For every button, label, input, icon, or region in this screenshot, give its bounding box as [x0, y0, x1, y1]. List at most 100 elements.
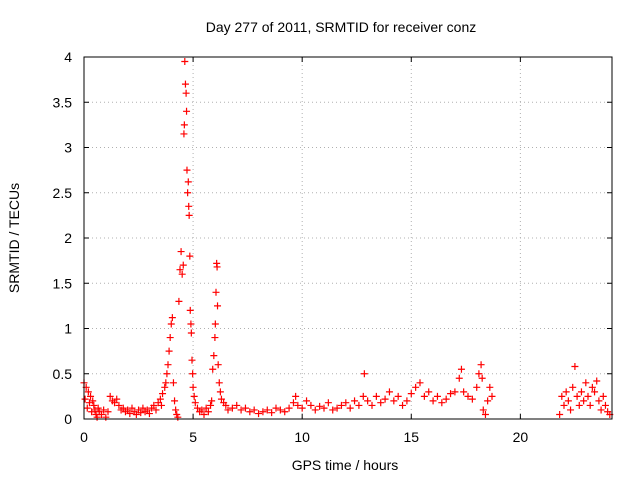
y-tick-label: 1	[64, 321, 72, 337]
data-point	[438, 399, 446, 407]
data-point	[464, 392, 472, 400]
data-point	[329, 406, 337, 414]
data-point	[214, 361, 222, 369]
data-point	[429, 397, 437, 405]
data-point	[351, 397, 359, 405]
data-series	[80, 58, 614, 421]
x-tick-label: 0	[80, 429, 88, 445]
data-point	[588, 383, 596, 391]
data-point	[172, 406, 180, 414]
data-point	[457, 365, 465, 373]
data-point	[87, 392, 95, 400]
data-point	[150, 401, 158, 409]
data-point	[210, 352, 218, 360]
data-point	[139, 404, 147, 412]
data-point	[289, 399, 297, 407]
data-point	[276, 406, 284, 414]
x-tick-label: 20	[513, 429, 529, 445]
data-point	[233, 401, 241, 409]
data-point	[183, 166, 191, 174]
data-point	[202, 404, 210, 412]
data-point	[212, 288, 220, 296]
data-point	[189, 370, 197, 378]
x-axis-label: GPS time / hours	[292, 457, 399, 473]
data-point	[215, 379, 223, 387]
data-point	[177, 248, 185, 256]
data-point	[83, 404, 91, 412]
data-point	[204, 408, 212, 416]
data-point	[115, 401, 123, 409]
data-point	[183, 107, 191, 115]
y-tick-label: 2.5	[53, 185, 73, 201]
data-point	[137, 409, 145, 417]
data-point	[186, 252, 194, 260]
y-tick-label: 2	[64, 230, 72, 246]
data-point	[161, 383, 169, 391]
data-point	[182, 89, 190, 97]
data-point	[174, 413, 182, 421]
data-point	[181, 80, 189, 88]
data-point	[359, 392, 367, 400]
data-point	[584, 392, 592, 400]
data-point	[486, 383, 494, 391]
data-point	[399, 401, 407, 409]
data-point	[90, 401, 98, 409]
data-point	[188, 356, 196, 364]
data-point	[268, 409, 276, 417]
data-point	[447, 390, 455, 398]
data-point	[372, 392, 380, 400]
y-tick-label: 4	[64, 49, 72, 65]
data-point	[89, 397, 97, 405]
data-point	[207, 401, 215, 409]
data-point	[156, 395, 164, 403]
data-point	[198, 406, 206, 414]
data-point	[263, 406, 271, 414]
data-point	[368, 401, 376, 409]
data-point	[113, 395, 121, 403]
data-point	[455, 374, 463, 382]
data-point	[346, 404, 354, 412]
data-point	[228, 404, 236, 412]
y-tick-label: 3.5	[53, 94, 73, 110]
data-point	[124, 406, 132, 414]
data-point	[171, 397, 179, 405]
data-point	[451, 388, 459, 396]
data-point	[224, 406, 232, 414]
data-point	[569, 383, 577, 391]
data-point	[169, 379, 177, 387]
data-point	[181, 58, 189, 66]
data-point	[342, 399, 350, 407]
data-point	[595, 397, 603, 405]
data-point	[165, 347, 173, 355]
data-point	[285, 404, 293, 412]
data-point	[167, 320, 175, 328]
data-point	[601, 401, 609, 409]
data-point	[425, 388, 433, 396]
grid-lines	[84, 57, 612, 419]
data-point	[473, 383, 481, 391]
data-point	[126, 410, 134, 418]
data-point	[477, 361, 485, 369]
data-point	[213, 263, 221, 271]
data-point	[216, 388, 224, 396]
data-point	[385, 388, 393, 396]
data-point	[200, 410, 208, 418]
data-point	[420, 392, 428, 400]
data-point	[381, 395, 389, 403]
data-point	[189, 383, 197, 391]
data-point	[178, 270, 186, 278]
data-point	[104, 408, 112, 416]
x-tick-label: 5	[189, 429, 197, 445]
data-point	[298, 404, 306, 412]
data-point	[132, 410, 140, 418]
data-point	[412, 383, 420, 391]
data-point	[143, 406, 151, 414]
data-point	[237, 406, 245, 414]
data-point	[407, 390, 415, 398]
y-axis-label: SRMTID / TECUs	[6, 183, 22, 293]
data-point	[186, 306, 194, 314]
data-point	[94, 404, 102, 412]
data-point	[599, 392, 607, 400]
data-point	[128, 404, 136, 412]
data-point	[337, 401, 345, 409]
